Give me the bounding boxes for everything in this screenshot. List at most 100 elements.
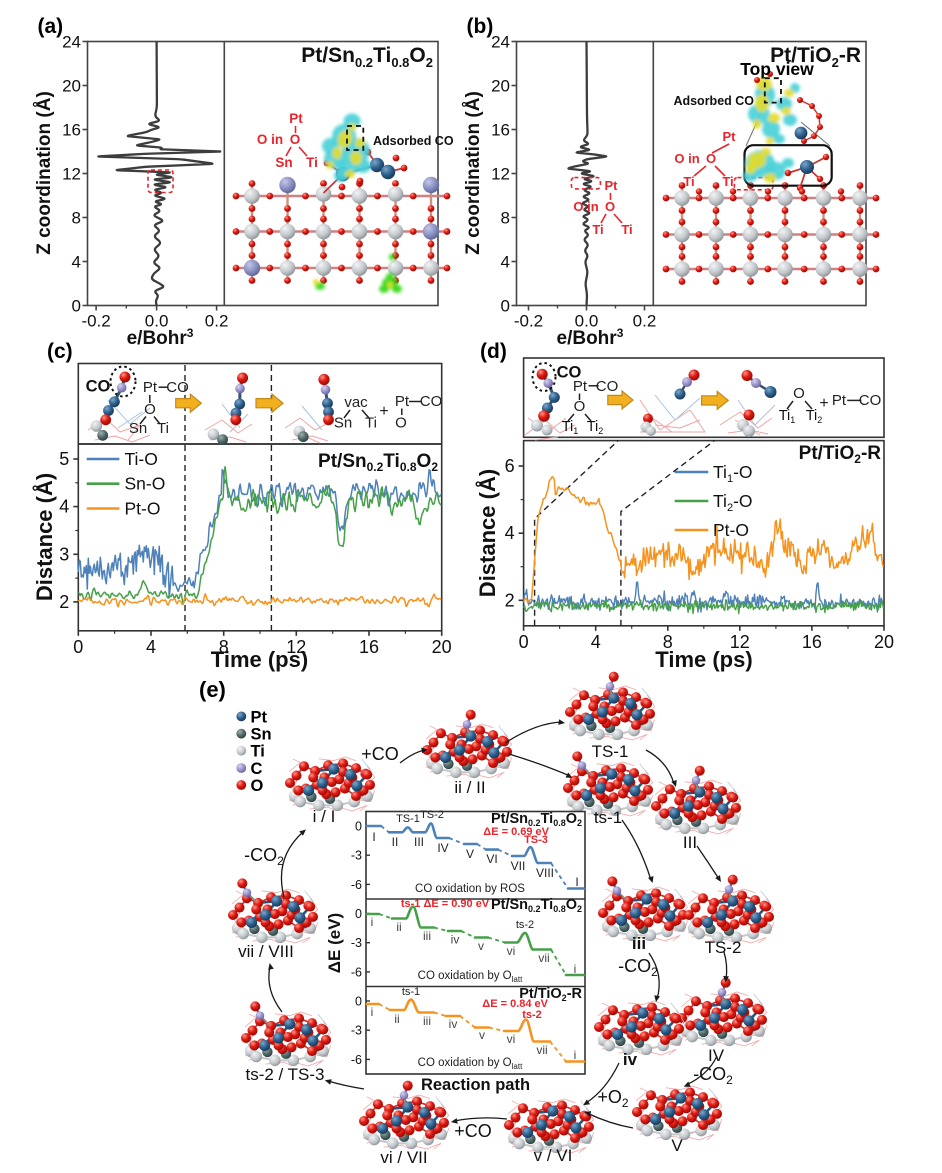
svg-text:vii: vii bbox=[538, 951, 549, 965]
svg-text:24: 24 bbox=[62, 33, 81, 52]
svg-text:0: 0 bbox=[519, 632, 529, 652]
svg-text:0.2: 0.2 bbox=[633, 312, 657, 331]
svg-text:Top view: Top view bbox=[740, 59, 814, 79]
svg-text:12: 12 bbox=[491, 165, 510, 184]
svg-text:VII: VII bbox=[511, 859, 526, 873]
svg-text:(e): (e) bbox=[199, 677, 226, 702]
svg-text:vi: vi bbox=[507, 944, 516, 958]
svg-text:0: 0 bbox=[72, 297, 81, 316]
svg-text:O in: O in bbox=[257, 132, 283, 147]
svg-text:vii / VIII: vii / VIII bbox=[238, 942, 294, 961]
svg-text:O: O bbox=[290, 132, 301, 147]
svg-text:ii: ii bbox=[396, 920, 401, 934]
svg-text:Pt: Pt bbox=[143, 379, 158, 396]
svg-text:12: 12 bbox=[62, 165, 81, 184]
svg-text:Ti1-O: Ti1-O bbox=[713, 462, 753, 485]
svg-text:Pt: Pt bbox=[573, 378, 588, 395]
svg-text:i: i bbox=[371, 915, 374, 929]
svg-text:0: 0 bbox=[73, 637, 83, 657]
svg-text:I: I bbox=[575, 875, 578, 889]
svg-text:Pt: Pt bbox=[251, 708, 268, 726]
svg-text:Distance (Å): Distance (Å) bbox=[474, 469, 500, 597]
svg-text:ts-2: ts-2 bbox=[516, 919, 534, 931]
svg-text:CO oxidation by Olatt: CO oxidation by Olatt bbox=[418, 1057, 523, 1071]
svg-text:e/Bohr3: e/Bohr3 bbox=[127, 326, 194, 349]
svg-text:Time (ps): Time (ps) bbox=[655, 647, 752, 672]
svg-text:vi: vi bbox=[507, 1032, 516, 1046]
svg-text:Ti: Ti bbox=[621, 222, 632, 237]
svg-text:8: 8 bbox=[501, 209, 510, 228]
svg-text:20: 20 bbox=[432, 637, 452, 657]
svg-text:+: + bbox=[379, 403, 388, 420]
svg-text:6: 6 bbox=[505, 456, 515, 476]
svg-text:ii / II: ii / II bbox=[454, 778, 485, 797]
svg-text:+: + bbox=[819, 395, 828, 412]
svg-text:-0.2: -0.2 bbox=[514, 312, 543, 331]
svg-text:i: i bbox=[574, 1048, 577, 1062]
svg-text:4: 4 bbox=[505, 523, 515, 543]
svg-text:V: V bbox=[466, 847, 474, 861]
svg-text:O: O bbox=[144, 401, 156, 418]
svg-text:16: 16 bbox=[62, 121, 81, 140]
svg-text:vi / VII: vi / VII bbox=[380, 1148, 427, 1167]
svg-text:v: v bbox=[479, 1028, 485, 1042]
svg-text:ts-2 / TS-3: ts-2 / TS-3 bbox=[245, 1065, 324, 1084]
svg-text:TS-2: TS-2 bbox=[705, 938, 742, 957]
svg-text:(c): (c) bbox=[47, 340, 73, 363]
svg-text:0: 0 bbox=[501, 297, 510, 316]
svg-text:iv: iv bbox=[451, 933, 460, 947]
svg-text:-3: -3 bbox=[351, 1024, 362, 1038]
svg-text:iii: iii bbox=[423, 1014, 431, 1028]
svg-text:v / VI: v / VI bbox=[534, 1146, 573, 1165]
svg-text:O in: O in bbox=[674, 151, 699, 166]
svg-text:16: 16 bbox=[359, 637, 379, 657]
svg-text:O: O bbox=[605, 199, 615, 214]
svg-text:Sn: Sn bbox=[129, 420, 147, 437]
svg-text:O: O bbox=[793, 385, 805, 402]
svg-text:CO oxidation by ROS: CO oxidation by ROS bbox=[415, 883, 525, 895]
svg-text:Ti: Ti bbox=[365, 415, 377, 432]
svg-text:-6: -6 bbox=[351, 878, 362, 892]
svg-text:Sn: Sn bbox=[251, 726, 272, 744]
svg-text:iii: iii bbox=[423, 929, 431, 943]
svg-text:II: II bbox=[392, 835, 399, 849]
svg-text:-6: -6 bbox=[351, 965, 362, 979]
svg-text:Pt-O: Pt-O bbox=[125, 499, 161, 519]
svg-text:i / I: i / I bbox=[313, 807, 336, 826]
svg-text:Pt: Pt bbox=[832, 392, 847, 409]
svg-text:4: 4 bbox=[72, 253, 81, 272]
svg-text:-6: -6 bbox=[351, 1053, 362, 1067]
svg-text:4: 4 bbox=[501, 253, 510, 272]
svg-text:0: 0 bbox=[355, 820, 362, 834]
svg-text:e/Bohr3: e/Bohr3 bbox=[557, 326, 624, 349]
svg-text:Ti2-O: Ti2-O bbox=[713, 491, 753, 514]
svg-text:Adsorbed CO: Adsorbed CO bbox=[673, 94, 754, 108]
svg-text:IV: IV bbox=[708, 1046, 725, 1065]
svg-text:+CO: +CO bbox=[361, 744, 399, 764]
svg-text:VI: VI bbox=[486, 852, 497, 866]
svg-text:Pt: Pt bbox=[723, 129, 737, 144]
svg-text:Ti: Ti bbox=[722, 174, 733, 189]
svg-text:Pt-O: Pt-O bbox=[713, 520, 749, 540]
svg-text:Ti: Ti bbox=[157, 420, 169, 437]
svg-text:IV: IV bbox=[437, 841, 448, 855]
svg-text:CO: CO bbox=[596, 378, 619, 395]
svg-text:Pt: Pt bbox=[395, 393, 410, 410]
svg-text:-3: -3 bbox=[351, 936, 362, 950]
svg-text:VIII: VIII bbox=[536, 866, 554, 880]
svg-text:III: III bbox=[414, 835, 424, 849]
svg-text:iv: iv bbox=[449, 1017, 458, 1031]
svg-text:ts-2: ts-2 bbox=[522, 1009, 542, 1021]
svg-text:+CO: +CO bbox=[454, 1121, 492, 1141]
svg-text:20: 20 bbox=[874, 632, 894, 652]
svg-text:iii: iii bbox=[632, 934, 646, 953]
svg-text:4: 4 bbox=[59, 497, 69, 517]
svg-text:Ti: Ti bbox=[306, 155, 318, 170]
svg-text:2: 2 bbox=[505, 590, 515, 610]
svg-text:O: O bbox=[574, 398, 586, 415]
svg-text:16: 16 bbox=[491, 121, 510, 140]
svg-text:0: 0 bbox=[355, 907, 362, 921]
svg-text:3: 3 bbox=[59, 544, 69, 564]
svg-text:(b): (b) bbox=[467, 15, 494, 38]
svg-text:Sn-O: Sn-O bbox=[125, 474, 166, 494]
